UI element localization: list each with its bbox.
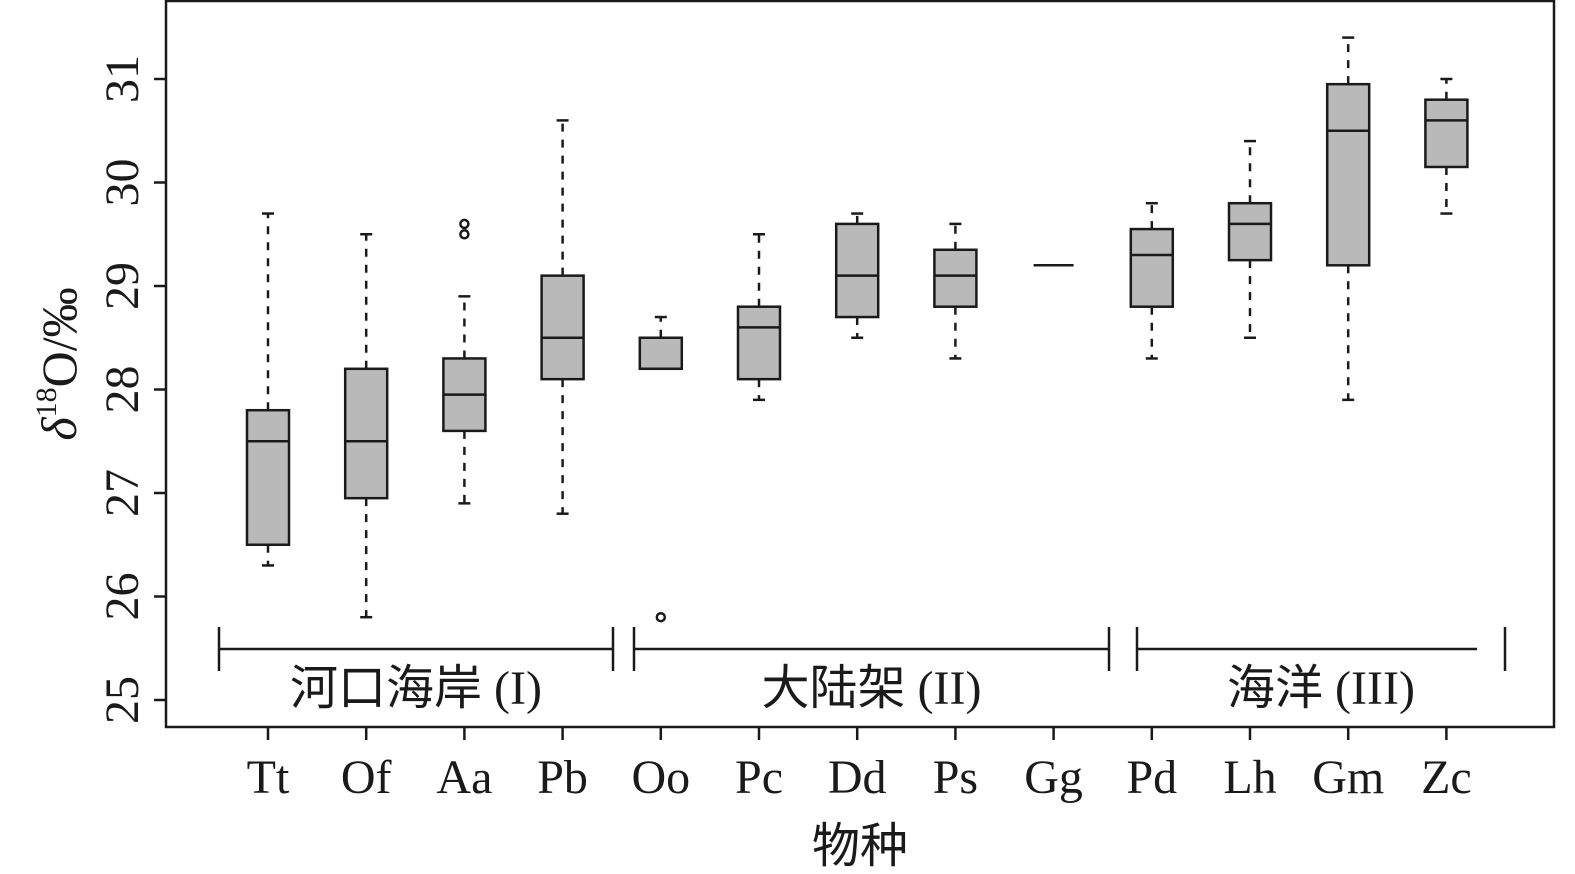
group-label-3: 海洋 (III) — [1227, 662, 1415, 715]
box-Zc — [1424, 77, 1469, 215]
group-label-2: 大陆架 (II) — [762, 662, 982, 715]
box-rect-Lh — [1227, 201, 1273, 262]
x-tick-label-Tt: Tt — [247, 751, 290, 804]
x-tick-label-Gm: Gm — [1312, 751, 1384, 804]
group-2: 大陆架 (II) — [632, 627, 1111, 715]
y-axis-label: δ18O/‰ — [30, 287, 87, 440]
x-tick-label-Aa: Aa — [436, 751, 492, 804]
y-axis: 25 26 27 28 29 30 31 — [96, 55, 166, 724]
y-axis-label-delta: δ — [31, 417, 87, 441]
box-rect-Pd — [1129, 227, 1175, 308]
outlier-Aa-0 — [459, 229, 470, 240]
box-Tt — [245, 212, 291, 567]
x-axis-label: 物种 — [812, 820, 908, 873]
y-tick-label-28: 28 — [96, 366, 149, 414]
y-tick-label-30: 30 — [96, 159, 149, 207]
x-tick-label-Oo: Oo — [631, 751, 690, 804]
box-Ps — [933, 222, 978, 360]
x-axis: Tt Of Aa Pb Oo Pc Dd Ps Gg Pd Lh Gm Zc — [247, 727, 1472, 804]
group-brackets: 河口海岸 (I) 大陆架 (II) 海洋 (III) — [217, 627, 1507, 715]
box-rect-Of — [343, 367, 389, 500]
y-axis-label-rest: O/‰ — [31, 287, 87, 387]
y-tick-label-25: 25 — [96, 676, 149, 724]
box-Aa — [442, 218, 487, 505]
group-3: 海洋 (III) — [1135, 627, 1507, 715]
box-rect-Pb — [540, 274, 585, 381]
box-Pd — [1129, 201, 1175, 360]
y-tick-label-31: 31 — [96, 55, 149, 103]
y-tick-label-27: 27 — [96, 469, 149, 517]
box-rect-Gm — [1325, 82, 1371, 267]
group-label-1: 河口海岸 (I) — [290, 662, 542, 715]
x-tick-label-Dd: Dd — [828, 751, 887, 804]
box-Gm — [1325, 36, 1371, 402]
box-Oo — [638, 315, 684, 623]
box-rect-Tt — [245, 408, 291, 547]
x-tick-label-Zc: Zc — [1421, 751, 1472, 804]
y-tick-label-26: 26 — [96, 573, 149, 621]
box-rect-Zc — [1424, 98, 1469, 169]
x-tick-label-Pd: Pd — [1126, 751, 1177, 804]
y-axis-label-sup: 18 — [30, 387, 63, 417]
x-tick-label-Gg: Gg — [1024, 751, 1083, 804]
box-Lh — [1227, 139, 1273, 339]
box-rect-Dd — [834, 222, 880, 319]
box-rect-Ps — [933, 248, 978, 308]
box-Of — [343, 233, 389, 619]
x-tick-label-Ps: Ps — [933, 751, 978, 804]
box-Pc — [736, 233, 782, 402]
box-rect-Oo — [638, 336, 684, 371]
outlier-Aa-1 — [459, 218, 470, 230]
boxes-layer — [245, 36, 1469, 623]
box-Pb — [540, 119, 585, 515]
plot-frame — [164, 0, 1556, 729]
outlier-Oo-0 — [655, 611, 667, 623]
x-tick-label-Pb: Pb — [537, 751, 588, 804]
box-rect-Pc — [736, 305, 782, 381]
x-tick-label-Pc: Pc — [735, 751, 783, 804]
group-1: 河口海岸 (I) — [217, 627, 615, 715]
box-Dd — [834, 212, 880, 339]
x-tick-label-Lh: Lh — [1223, 751, 1276, 804]
y-tick-label-29: 29 — [96, 262, 149, 310]
x-tick-label-Of: Of — [341, 751, 392, 804]
